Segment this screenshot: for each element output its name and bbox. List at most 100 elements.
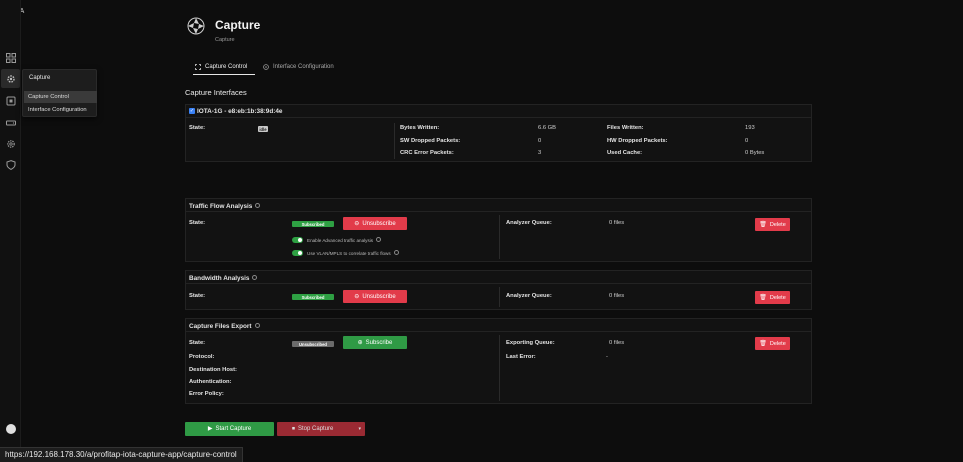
minus-circle-icon: ⊖ — [354, 220, 360, 227]
button-label: Stop Capture — [298, 426, 334, 432]
capture-icon[interactable] — [4, 94, 17, 107]
delete-button[interactable]: 🗑 Delete — [755, 218, 790, 231]
tab-label: Interface Configuration — [273, 64, 334, 70]
analyzer-queue-label: Analyzer Queue: — [506, 220, 552, 226]
capture-aperture-icon — [187, 17, 205, 35]
state-badge: Subscribed — [292, 294, 334, 300]
used-cache-value: 0 Bytes — [745, 150, 765, 156]
error-policy-label: Error Policy: — [189, 391, 224, 397]
traffic-flow-header: Traffic Flow Analysis — [186, 199, 811, 212]
capture-interfaces-heading: Capture Interfaces — [185, 88, 247, 97]
toggle-label-text: Enable Advanced traffic analysis — [307, 238, 374, 243]
button-label: Subscribe — [365, 339, 393, 346]
traffic-flow-card: Traffic Flow Analysis State: Subscribed … — [185, 198, 812, 262]
help-icon[interactable] — [254, 322, 260, 328]
trash-icon: 🗑 — [759, 340, 767, 347]
hw-dropped-label: HW Dropped Packets: — [607, 138, 668, 144]
delete-button[interactable]: 🗑 Delete — [755, 337, 790, 350]
stop-icon: ⏹ — [292, 426, 296, 432]
chevron-down-icon[interactable]: ▾ — [358, 426, 361, 432]
trash-icon: 🗑 — [759, 221, 767, 228]
subscribe-button[interactable]: ⊕ Subscribe — [343, 336, 407, 349]
button-label: Unsubscribe — [362, 220, 396, 227]
state-badge: Subscribed — [292, 221, 334, 227]
interface-checkbox[interactable]: ✓ — [189, 108, 195, 114]
capture-gear-icon[interactable] — [1, 69, 20, 88]
flyout-item-interface-configuration[interactable]: Interface Configuration — [28, 107, 87, 113]
divider — [394, 123, 395, 159]
state-label: State: — [189, 125, 206, 131]
minus-circle-icon: ⊖ — [354, 293, 360, 300]
last-error-label: Last Error: — [506, 354, 536, 360]
bandwidth-header: Bandwidth Analysis — [186, 271, 811, 284]
export-title-text: Capture Files Export — [189, 323, 252, 330]
tab-capture-control[interactable]: Capture Control — [193, 60, 255, 75]
exporting-queue-value: 0 files — [609, 340, 625, 346]
tab-interface-configuration[interactable]: Interface Configuration — [263, 60, 334, 74]
stop-capture-button[interactable]: ⏹ Stop Capture ▾ — [277, 422, 365, 436]
capture-control-icon — [195, 64, 201, 70]
delete-button[interactable]: 🗑 Delete — [755, 291, 790, 304]
active-tab-indicator — [193, 73, 255, 75]
cog-icon[interactable] — [4, 137, 17, 150]
page-title: Capture — [215, 18, 261, 32]
divider — [499, 287, 500, 307]
state-label: State: — [189, 220, 206, 226]
page-subtitle: Capture — [215, 37, 235, 43]
export-title: Capture Files Export — [189, 322, 260, 330]
toggle-label: Enable Advanced traffic analysis — [307, 237, 382, 243]
protocol-label: Protocol: — [189, 354, 215, 360]
storage-icon[interactable] — [4, 116, 17, 129]
analyzer-queue-value: 0 files — [609, 293, 625, 299]
authentication-label: Authentication: — [189, 379, 232, 385]
capture-flyout-menu: Capture Capture Control Interface Config… — [22, 69, 97, 117]
bandwidth-title-text: Bandwidth Analysis — [189, 275, 250, 282]
used-cache-label: Used Cache: — [607, 150, 643, 156]
hw-dropped-value: 0 — [745, 138, 749, 144]
button-label: Unsubscribe — [362, 293, 396, 300]
crc-error-value: 3 — [538, 150, 542, 156]
unsubscribe-button[interactable]: ⊖ Unsubscribe — [343, 290, 407, 303]
advanced-analysis-toggle[interactable] — [292, 237, 303, 243]
flyout-title: Capture — [29, 75, 51, 81]
traffic-flow-title: Traffic Flow Analysis — [189, 202, 261, 210]
state-label: State: — [189, 293, 206, 299]
bytes-written-label: Bytes Written: — [400, 125, 440, 131]
help-icon[interactable] — [252, 274, 258, 280]
exporting-queue-label: Exporting Queue: — [506, 340, 555, 346]
shield-icon[interactable] — [4, 158, 17, 171]
export-header: Capture Files Export — [186, 319, 811, 332]
help-icon[interactable] — [255, 202, 261, 208]
unsubscribe-button[interactable]: ⊖ Unsubscribe — [343, 217, 407, 230]
state-badge: idle — [258, 126, 268, 132]
interface-card-header: ✓ IOTA-1G - e8:eb:1b:38:9d:4e — [186, 105, 811, 118]
tab-label: Capture Control — [205, 64, 248, 70]
trash-icon: 🗑 — [759, 294, 767, 301]
start-capture-button[interactable]: ▶ Start Capture — [185, 422, 274, 436]
button-label: Start Capture — [215, 426, 252, 432]
user-avatar[interactable] — [6, 424, 16, 434]
sidebar — [0, 0, 21, 462]
destination-host-label: Destination Host: — [189, 367, 237, 373]
interface-config-icon — [263, 64, 269, 70]
toggle-label-text: Use VLAN/MPLS to correlate traffic flows — [307, 251, 391, 256]
status-url: https://192.168.178.30/a/profitap-iota-c… — [0, 447, 243, 462]
button-label: Delete — [769, 340, 786, 347]
divider — [499, 335, 500, 401]
interface-card: ✓ IOTA-1G - e8:eb:1b:38:9d:4e State: idl… — [185, 104, 812, 162]
help-icon[interactable] — [376, 237, 382, 243]
divider — [499, 215, 500, 259]
vlan-mpls-toggle[interactable] — [292, 250, 303, 256]
help-icon[interactable] — [393, 250, 399, 256]
analyzer-queue-label: Analyzer Queue: — [506, 293, 552, 299]
bandwidth-title: Bandwidth Analysis — [189, 274, 258, 282]
state-badge: Unsubscribed — [292, 341, 334, 347]
button-label: Delete — [769, 221, 786, 228]
sw-dropped-label: SW Dropped Packets: — [400, 138, 461, 144]
flyout-item-capture-control[interactable]: Capture Control — [24, 91, 97, 103]
main-content: Capture Capture Capture Control Interfac… — [185, 0, 813, 462]
analyzer-queue-value: 0 files — [609, 220, 625, 226]
dashboard-icon[interactable] — [4, 51, 17, 64]
last-error-value: - — [606, 354, 608, 360]
interface-name: IOTA-1G - e8:eb:1b:38:9d:4e — [197, 108, 283, 115]
